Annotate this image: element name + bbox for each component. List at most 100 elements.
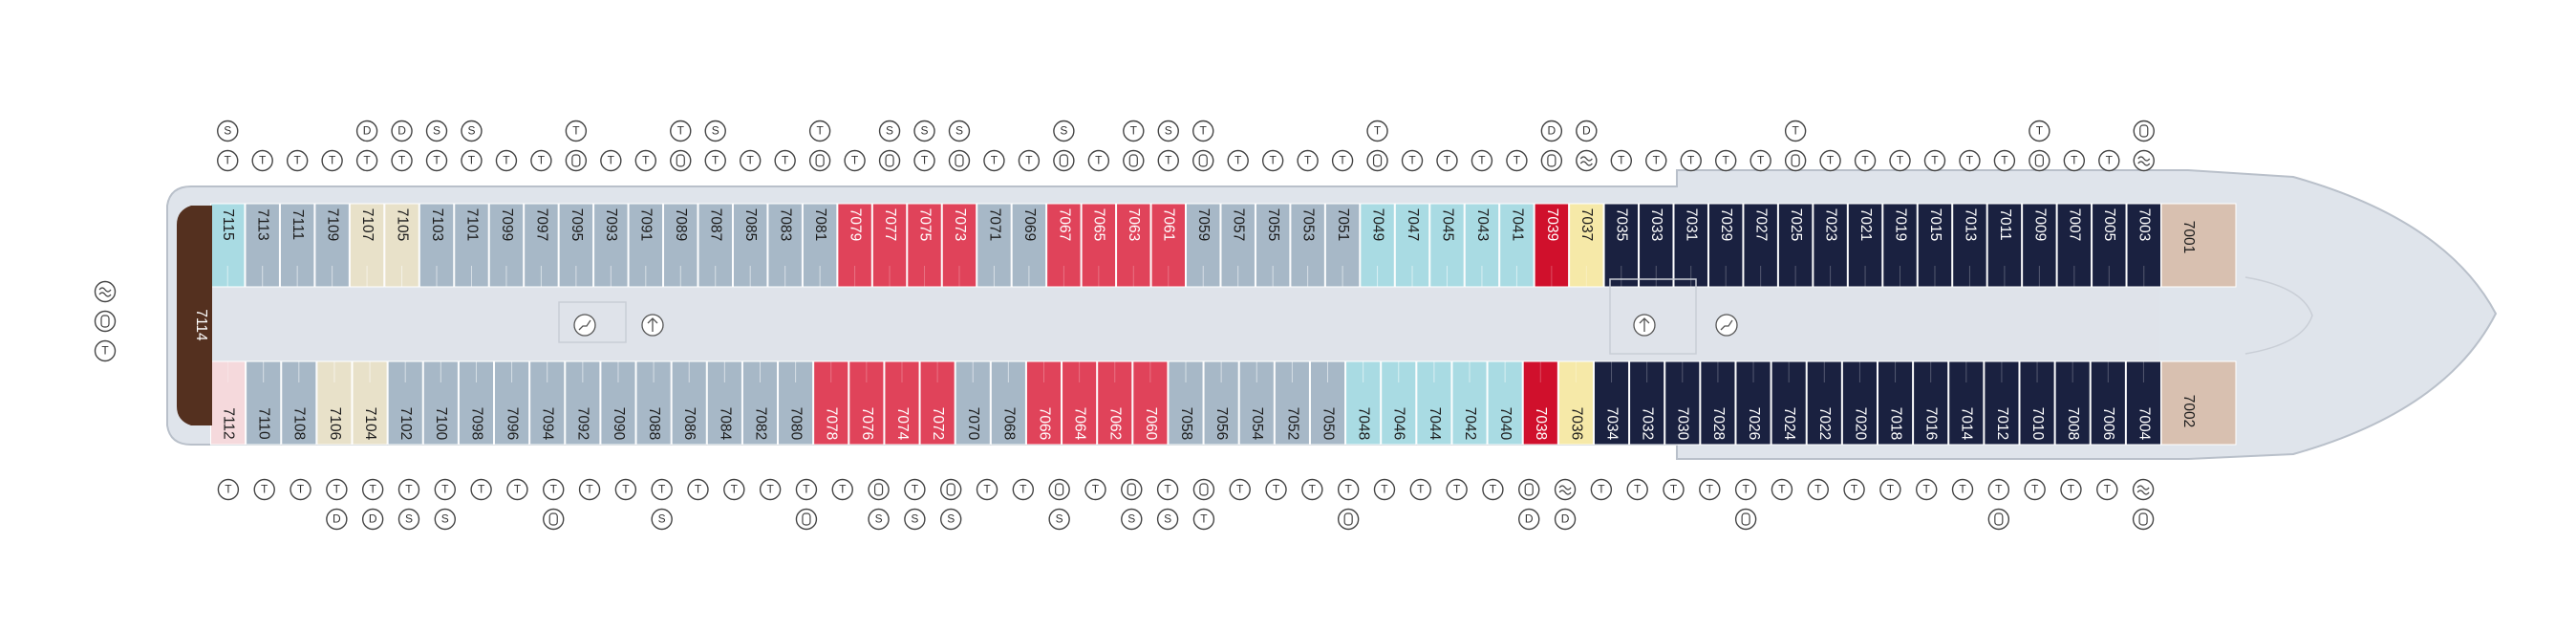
top-cabin-7033[interactable]: 7033 [1639, 203, 1674, 288]
bottom-cabin-7044[interactable]: 7044 [1416, 360, 1452, 446]
top-cabin-7031[interactable]: 7031 [1673, 203, 1708, 288]
bottom-cabin-7072[interactable]: 7072 [919, 360, 955, 446]
top-cabin-7115[interactable]: 7115 [210, 203, 246, 288]
top-cabin-7013[interactable]: 7013 [1952, 203, 1987, 288]
top-cabin-7067[interactable]: 7067 [1046, 203, 1082, 288]
bottom-cabin-7004[interactable]: 7004 [2125, 360, 2162, 446]
top-cabin-7025[interactable]: 7025 [1777, 203, 1814, 288]
top-cabin-7039[interactable]: 7039 [1534, 203, 1570, 288]
bottom-cabin-7060[interactable]: 7060 [1132, 360, 1169, 446]
top-cabin-7029[interactable]: 7029 [1707, 203, 1744, 288]
top-cabin-7075[interactable]: 7075 [907, 203, 942, 288]
bottom-cabin-7022[interactable]: 7022 [1806, 360, 1842, 446]
bottom-cabin-7106[interactable]: 7106 [316, 360, 353, 446]
top-cabin-7111[interactable]: 7111 [279, 203, 315, 288]
suite-7001[interactable]: 7001 [2160, 203, 2237, 288]
top-cabin-7011[interactable]: 7011 [1986, 203, 2023, 288]
bottom-cabin-7006[interactable]: 7006 [2090, 360, 2126, 446]
top-cabin-7089[interactable]: 7089 [663, 203, 698, 288]
top-cabin-7057[interactable]: 7057 [1220, 203, 1256, 288]
bottom-cabin-7082[interactable]: 7082 [741, 360, 779, 446]
bottom-cabin-7108[interactable]: 7108 [281, 360, 317, 446]
top-cabin-7077[interactable]: 7077 [871, 203, 908, 288]
bottom-cabin-7018[interactable]: 7018 [1877, 360, 1914, 446]
bottom-cabin-7014[interactable]: 7014 [1948, 360, 1985, 446]
top-cabin-7043[interactable]: 7043 [1464, 203, 1500, 288]
bottom-cabin-7102[interactable]: 7102 [387, 360, 423, 446]
bottom-cabin-7030[interactable]: 7030 [1664, 360, 1701, 446]
top-cabin-7113[interactable]: 7113 [245, 203, 280, 288]
top-cabin-7047[interactable]: 7047 [1394, 203, 1430, 288]
bottom-cabin-7036[interactable]: 7036 [1557, 360, 1594, 446]
top-cabin-7099[interactable]: 7099 [488, 203, 525, 288]
bottom-cabin-7098[interactable]: 7098 [458, 360, 495, 446]
top-cabin-7097[interactable]: 7097 [524, 203, 559, 288]
top-cabin-7061[interactable]: 7061 [1150, 203, 1187, 288]
bottom-cabin-7064[interactable]: 7064 [1062, 360, 1098, 446]
bottom-cabin-7034[interactable]: 7034 [1593, 360, 1630, 446]
top-cabin-7073[interactable]: 7073 [941, 203, 977, 288]
bottom-cabin-7080[interactable]: 7080 [778, 360, 814, 446]
top-cabin-7083[interactable]: 7083 [767, 203, 803, 288]
bottom-cabin-7028[interactable]: 7028 [1700, 360, 1736, 446]
bottom-cabin-7048[interactable]: 7048 [1345, 360, 1382, 446]
top-cabin-7037[interactable]: 7037 [1569, 203, 1604, 288]
top-cabin-7007[interactable]: 7007 [2056, 203, 2093, 288]
top-cabin-7045[interactable]: 7045 [1429, 203, 1465, 288]
bottom-cabin-7038[interactable]: 7038 [1522, 360, 1558, 446]
top-cabin-7069[interactable]: 7069 [1011, 203, 1047, 288]
bottom-cabin-7070[interactable]: 7070 [955, 360, 991, 446]
top-cabin-7063[interactable]: 7063 [1116, 203, 1151, 288]
top-cabin-7095[interactable]: 7095 [558, 203, 594, 288]
top-cabin-7041[interactable]: 7041 [1499, 203, 1535, 288]
top-cabin-7087[interactable]: 7087 [698, 203, 733, 288]
bottom-cabin-7086[interactable]: 7086 [671, 360, 707, 446]
top-cabin-7081[interactable]: 7081 [802, 203, 838, 288]
top-cabin-7005[interactable]: 7005 [2092, 203, 2127, 288]
top-cabin-7101[interactable]: 7101 [454, 203, 489, 288]
bottom-cabin-7092[interactable]: 7092 [565, 360, 601, 446]
bottom-cabin-7032[interactable]: 7032 [1629, 360, 1665, 446]
top-cabin-7015[interactable]: 7015 [1917, 203, 1953, 288]
top-cabin-7009[interactable]: 7009 [2022, 203, 2057, 288]
bottom-cabin-7052[interactable]: 7052 [1274, 360, 1310, 446]
bottom-cabin-7090[interactable]: 7090 [600, 360, 636, 446]
bottom-cabin-7066[interactable]: 7066 [1025, 360, 1063, 446]
bottom-cabin-7074[interactable]: 7074 [884, 360, 920, 446]
top-cabin-7093[interactable]: 7093 [593, 203, 629, 288]
bottom-cabin-7046[interactable]: 7046 [1381, 360, 1417, 446]
top-cabin-7035[interactable]: 7035 [1603, 203, 1640, 288]
bottom-cabin-7084[interactable]: 7084 [706, 360, 742, 446]
top-cabin-7053[interactable]: 7053 [1290, 203, 1325, 288]
bottom-cabin-7016[interactable]: 7016 [1913, 360, 1949, 446]
bottom-cabin-7020[interactable]: 7020 [1841, 360, 1878, 446]
aft-suite[interactable]: 7114 [177, 206, 212, 425]
top-cabin-7023[interactable]: 7023 [1813, 203, 1848, 288]
bottom-cabin-7010[interactable]: 7010 [2019, 360, 2055, 446]
top-cabin-7003[interactable]: 7003 [2126, 203, 2161, 288]
bottom-cabin-7056[interactable]: 7056 [1203, 360, 1239, 446]
bottom-cabin-7068[interactable]: 7068 [990, 360, 1026, 446]
bottom-cabin-7112[interactable]: 7112 [210, 360, 247, 446]
bottom-cabin-7062[interactable]: 7062 [1097, 360, 1133, 446]
bottom-cabin-7100[interactable]: 7100 [422, 360, 459, 446]
top-cabin-7091[interactable]: 7091 [628, 203, 664, 288]
top-cabin-7049[interactable]: 7049 [1360, 203, 1395, 288]
bottom-cabin-7058[interactable]: 7058 [1168, 360, 1204, 446]
top-cabin-7079[interactable]: 7079 [837, 203, 872, 288]
suite-7002[interactable]: 7002 [2160, 360, 2237, 446]
bottom-cabin-7050[interactable]: 7050 [1309, 360, 1346, 446]
bottom-cabin-7076[interactable]: 7076 [848, 360, 885, 446]
bottom-cabin-7104[interactable]: 7104 [352, 360, 388, 446]
top-cabin-7027[interactable]: 7027 [1743, 203, 1778, 288]
top-cabin-7055[interactable]: 7055 [1255, 203, 1291, 288]
top-cabin-7105[interactable]: 7105 [384, 203, 419, 288]
top-cabin-7021[interactable]: 7021 [1847, 203, 1883, 288]
top-cabin-7109[interactable]: 7109 [314, 203, 350, 288]
bottom-cabin-7096[interactable]: 7096 [494, 360, 530, 446]
bottom-cabin-7088[interactable]: 7088 [635, 360, 672, 446]
top-cabin-7071[interactable]: 7071 [977, 203, 1012, 288]
bottom-cabin-7012[interactable]: 7012 [1984, 360, 2020, 446]
bottom-cabin-7042[interactable]: 7042 [1451, 360, 1488, 446]
top-cabin-7065[interactable]: 7065 [1081, 203, 1117, 288]
